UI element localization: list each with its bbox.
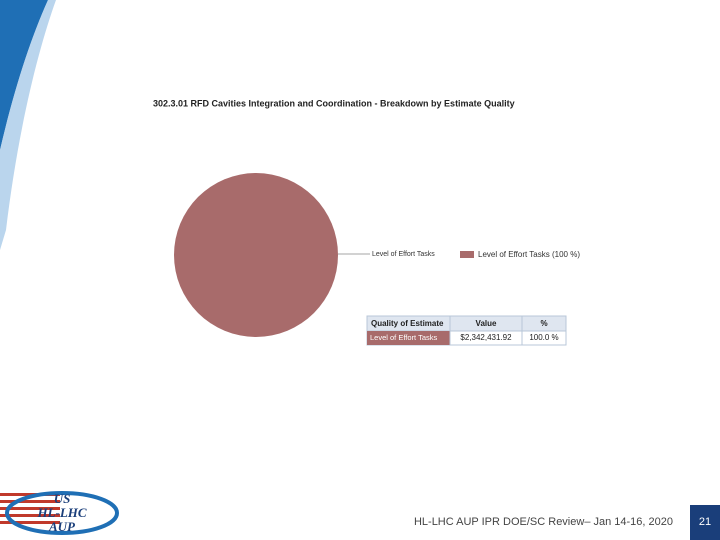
table-header: %	[540, 319, 547, 328]
footer-text: HL-LHC AUP IPR DOE/SC Review– Jan 14-16,…	[414, 516, 673, 528]
slice-label: Level of Effort Tasks	[372, 251, 435, 258]
pie-slice	[174, 173, 338, 337]
logo-stripe	[0, 514, 60, 517]
logo: US HL-LHC AUP	[0, 491, 119, 535]
logo-ring	[5, 491, 119, 535]
table-header-row	[366, 315, 567, 332]
logo-stripe	[0, 507, 60, 510]
table-header: Value	[476, 319, 497, 328]
page-number: 21	[699, 516, 711, 528]
chart-title: 302.3.01 RFD Cavities Integration and Co…	[153, 98, 515, 108]
table-header: Quality of Estimate	[371, 319, 444, 328]
table-cell: 100.0 %	[529, 333, 558, 342]
legend-label: Level of Effort Tasks (100 %)	[478, 250, 580, 259]
table-cell: Level of Effort Tasks	[370, 333, 438, 342]
page-box	[690, 505, 720, 540]
legend-swatch	[460, 251, 474, 258]
table: Quality of Estimate Value % Level of Eff…	[366, 315, 567, 346]
logo-stripe	[0, 521, 60, 524]
logo-text: HL-LHC	[36, 505, 86, 520]
logo-stripe	[0, 500, 60, 503]
logo-text: US	[54, 491, 71, 506]
table-cell: $2,342,431.92	[460, 333, 512, 342]
swoosh-light	[0, 0, 56, 250]
swoosh	[0, 0, 48, 150]
table-category-cell	[367, 331, 450, 345]
logo-text: AUP	[48, 519, 76, 534]
logo-stripe	[0, 493, 60, 496]
